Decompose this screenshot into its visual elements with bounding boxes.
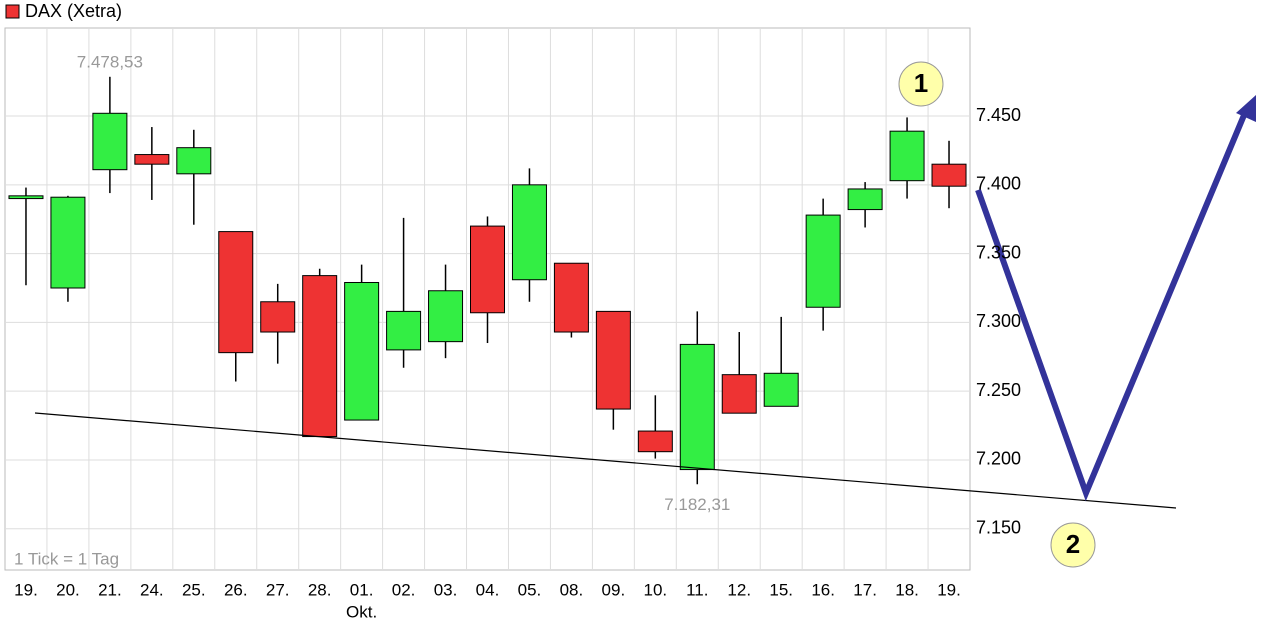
x-tick-label: 02.	[392, 580, 416, 599]
candle-body	[721, 374, 757, 414]
x-tick-label: 10.	[644, 580, 668, 599]
x-tick-label: 24.	[140, 580, 164, 599]
x-tick-label: 01.	[350, 580, 374, 599]
x-tick-label: 05.	[518, 580, 542, 599]
candle-body	[92, 112, 128, 171]
candle-body	[763, 372, 799, 407]
x-tick-label: 08.	[560, 580, 584, 599]
x-tick-label: 04.	[476, 580, 500, 599]
x-tick-label: 28.	[308, 580, 332, 599]
y-tick-label: 7.350	[976, 242, 1021, 262]
y-tick-label: 7.250	[976, 380, 1021, 400]
x-tick-label: 27.	[266, 580, 290, 599]
x-sublabel: Okt.	[346, 602, 377, 621]
candle-body	[134, 154, 170, 165]
y-tick-label: 7.200	[976, 449, 1021, 469]
low-label: 7.182,31	[664, 495, 730, 514]
candle-body	[805, 214, 841, 308]
marker-label: 1	[914, 68, 928, 98]
legend-swatch	[5, 4, 20, 19]
x-tick-label: 25.	[182, 580, 206, 599]
candle-body	[931, 163, 967, 187]
marker-circle	[898, 61, 944, 107]
y-tick-label: 7.300	[976, 311, 1021, 331]
footnote: 1 Tick = 1 Tag	[14, 549, 119, 568]
x-tick-label: 09.	[602, 580, 626, 599]
x-tick-label: 19.	[14, 580, 38, 599]
candle-body	[344, 281, 380, 421]
candle-body	[50, 196, 86, 289]
candle-body	[553, 262, 589, 333]
candle-body	[847, 188, 883, 211]
x-tick-label: 17.	[853, 580, 877, 599]
candle-body	[470, 225, 505, 314]
x-tick-label: 11.	[686, 580, 708, 599]
y-tick-label: 7.450	[976, 105, 1021, 125]
x-tick-label: 15.	[769, 580, 793, 599]
trend-line	[34, 412, 1177, 509]
candle-body	[889, 130, 925, 182]
marker-label: 2	[1066, 529, 1080, 559]
candle-body	[302, 275, 338, 438]
x-tick-label: 20.	[56, 580, 80, 599]
candle-body	[637, 430, 673, 453]
candle-body	[679, 343, 715, 471]
x-tick-label: 19.	[937, 580, 961, 599]
chart-title: DAX (Xetra)	[25, 1, 122, 21]
x-tick-label: 26.	[224, 580, 248, 599]
y-tick-label: 7.150	[976, 517, 1021, 537]
candle-body	[260, 301, 296, 333]
x-tick-label: 18.	[895, 580, 919, 599]
candle-body	[595, 310, 631, 410]
candle-body	[386, 310, 422, 351]
x-tick-label: 03.	[434, 580, 458, 599]
candle-body	[218, 231, 254, 354]
arrow-head	[1236, 95, 1256, 122]
candle-body	[176, 147, 212, 175]
marker-circle	[1050, 522, 1096, 568]
high-label: 7.478,53	[77, 52, 143, 71]
x-tick-label: 12.	[727, 580, 751, 599]
candle-body	[8, 195, 44, 200]
candle-body	[428, 290, 464, 343]
x-tick-label: 21.	[98, 580, 122, 599]
candle-body	[511, 184, 547, 281]
x-tick-label: 16.	[811, 580, 835, 599]
y-tick-label: 7.400	[976, 174, 1021, 194]
forecast-arrow	[975, 106, 1250, 502]
